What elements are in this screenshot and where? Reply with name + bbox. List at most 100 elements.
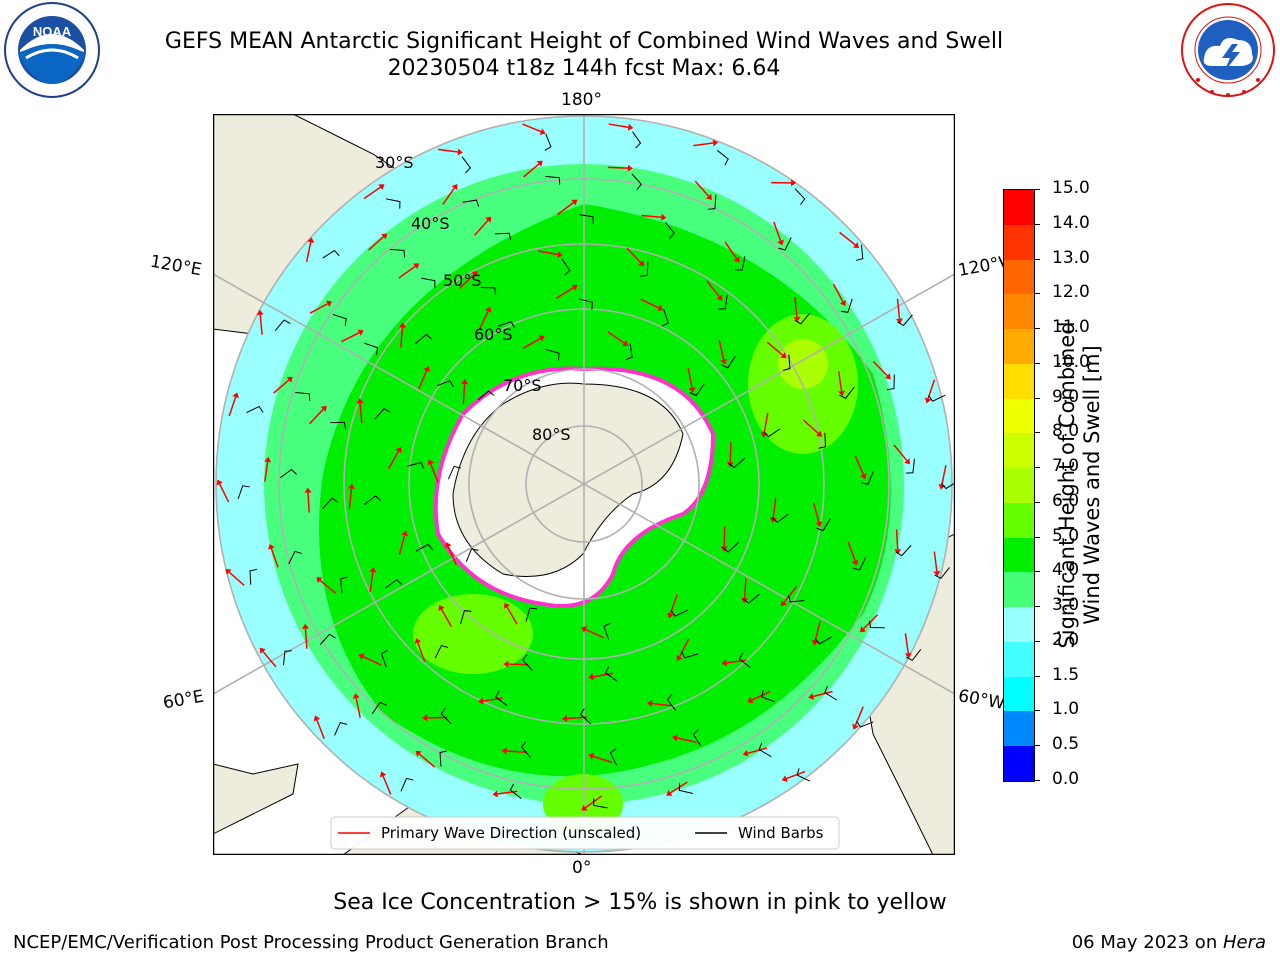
- colorbar-segment: [1004, 711, 1034, 747]
- wave-arrow-head: [815, 521, 823, 528]
- colorbar-tick-mark: [1034, 397, 1040, 399]
- wave-arrow-head: [492, 790, 498, 798]
- wave-arrow-head: [358, 653, 365, 660]
- wave-arrow: [482, 697, 503, 702]
- wind-barb: [716, 149, 729, 166]
- wind-barb: [434, 644, 449, 659]
- wind-barb: [818, 432, 826, 449]
- wave-arrow-head: [853, 242, 860, 248]
- colorbar-tick-mark: [1034, 362, 1040, 364]
- wave-arrow-head: [356, 398, 364, 404]
- colorbar: [1003, 189, 1035, 782]
- wave-arrow-head: [478, 697, 484, 705]
- wave-arrow-head: [808, 693, 814, 700]
- wave-arrow-head: [457, 148, 463, 156]
- colorbar-tick-mark: [1034, 710, 1040, 712]
- wave-arrow: [319, 579, 337, 594]
- wave-arrow: [273, 379, 290, 394]
- wave-arrow: [264, 461, 269, 482]
- wind-barb: [400, 777, 414, 792]
- wave-arrow-head: [304, 487, 312, 493]
- colorbar-tick-label: 0.5: [1052, 734, 1080, 755]
- wind-barb: [386, 198, 401, 209]
- wind-barb: [415, 333, 433, 344]
- wave-arrow: [555, 287, 574, 299]
- wind-barb: [796, 768, 811, 782]
- lon-label-180: 180°: [561, 90, 602, 110]
- wind-barb: [364, 342, 379, 355]
- footer-host: Hera: [1222, 932, 1266, 953]
- wave-arrow-head: [413, 263, 420, 270]
- wind-barb: [887, 374, 895, 391]
- wave-arrow-head: [666, 789, 673, 796]
- wind-barb: [334, 722, 348, 736]
- wind-barb: [497, 321, 515, 329]
- wind-barb: [783, 354, 791, 371]
- wave-arrow: [608, 123, 629, 128]
- lat-label-80: 80°S: [532, 425, 571, 444]
- wave-arrow-head: [747, 696, 754, 704]
- wave-arrow-head: [379, 771, 387, 778]
- colorbar-tick-mark: [1034, 745, 1040, 747]
- wave-arrow-head: [401, 530, 409, 537]
- wave-arrow: [270, 548, 279, 568]
- wind-barb: [661, 309, 669, 327]
- wind-barb: [778, 237, 792, 251]
- wind-barb: [460, 610, 472, 625]
- wave-arrow-head: [742, 749, 749, 757]
- wave-arrow-head: [352, 693, 360, 699]
- colorbar-tick-label: 11.0: [1052, 317, 1090, 338]
- wave-arrow-head: [777, 239, 784, 246]
- wind-barb: [380, 649, 388, 668]
- noaa-logo: NOAA: [4, 2, 100, 98]
- wave-arrow: [786, 770, 806, 780]
- wave-arrow: [814, 620, 821, 641]
- wind-barb: [824, 686, 838, 701]
- wave-arrow: [763, 412, 769, 433]
- wave-arrow: [706, 280, 720, 298]
- lon-label-120e: 120°E: [148, 251, 204, 281]
- wave-arrow: [508, 663, 529, 666]
- wave-arrow-head: [557, 251, 563, 258]
- wave-arrow-head: [503, 602, 511, 609]
- wind-barb: [794, 312, 811, 325]
- wind-barb: [274, 319, 291, 332]
- lon-label-60w: 60°W: [956, 686, 1007, 714]
- wave-arrow: [694, 180, 710, 197]
- wind-barb: [738, 652, 751, 668]
- colorbar-tick-label: 10.0: [1052, 351, 1090, 372]
- wave-arrow-head: [838, 390, 846, 397]
- colorbar-tick-mark: [1034, 606, 1040, 608]
- wave-arrow: [678, 638, 690, 658]
- wind-barb: [692, 729, 702, 747]
- wave-arrow: [687, 368, 693, 388]
- colorbar-segment: [1004, 329, 1034, 364]
- colorbar-tick-label: 0.0: [1052, 769, 1080, 789]
- wind-barb: [707, 194, 717, 210]
- colorbar-segment: [1004, 676, 1034, 712]
- wave-arrow-head: [667, 612, 674, 619]
- wave-arrow-head: [839, 300, 847, 307]
- wave-arrow-head: [307, 237, 315, 243]
- wind-barb: [385, 579, 403, 589]
- wind-barb: [319, 633, 336, 646]
- wave-arrow: [670, 781, 688, 794]
- wind-barb: [625, 343, 633, 361]
- colorbar-tick-label: 1.5: [1052, 664, 1080, 685]
- wave-arrow-head: [286, 376, 293, 383]
- colorbar-tick-mark: [1034, 189, 1040, 190]
- wave-arrow-head: [422, 714, 428, 722]
- wave-arrow: [497, 790, 518, 795]
- wave-arrow-head: [536, 160, 543, 167]
- wind-barb: [794, 188, 806, 205]
- wave-arrow-head: [661, 213, 667, 221]
- chart-title: GEFS MEAN Antarctic Significant Height o…: [164, 29, 1004, 54]
- wave-arrow: [259, 314, 263, 335]
- wind-barb: [407, 461, 425, 470]
- wave-arrow-head: [933, 570, 941, 577]
- wave-arrow-head: [780, 600, 787, 607]
- wave-arrow-head: [414, 637, 422, 644]
- wave-arrow: [304, 628, 308, 649]
- wind-barb: [279, 468, 297, 479]
- wave-arrow: [718, 340, 725, 360]
